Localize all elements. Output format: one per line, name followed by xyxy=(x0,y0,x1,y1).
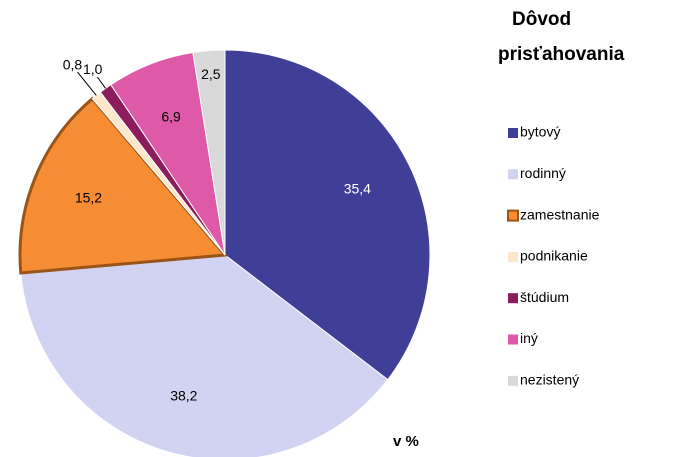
legend-label: štúdium xyxy=(520,289,569,305)
data-label: 15,2 xyxy=(75,190,102,206)
legend-swatch xyxy=(507,209,519,222)
legend-swatch xyxy=(508,251,518,262)
pie-slice xyxy=(224,49,431,381)
data-label: 1,0 xyxy=(83,61,103,77)
data-label: 38,2 xyxy=(170,387,197,403)
data-label: 6,9 xyxy=(161,108,181,124)
legend-label: podnikanie xyxy=(520,248,588,264)
pie-slice xyxy=(18,96,229,275)
legend-label: bytový xyxy=(520,124,560,140)
leader-line xyxy=(96,76,106,89)
legend-swatch xyxy=(508,169,518,180)
data-label: 2,5 xyxy=(201,66,221,82)
legend-label: rodinný xyxy=(520,165,566,181)
legend-label: zamestnanie xyxy=(520,206,600,222)
legend-label: iný xyxy=(520,330,538,346)
leader-line xyxy=(77,71,97,96)
legend-label: nezistený xyxy=(520,372,579,388)
legend-swatch xyxy=(508,293,518,304)
legend-title: prisťahovania xyxy=(498,44,625,65)
legend-swatch xyxy=(508,334,518,345)
pie-slice xyxy=(192,49,226,256)
data-label: 35,4 xyxy=(344,180,371,196)
pie-slice xyxy=(20,254,389,457)
legend-swatch xyxy=(508,128,518,138)
legend-title: Dôvod xyxy=(512,9,571,30)
data-label: 0,8 xyxy=(63,57,83,73)
legend-swatch xyxy=(508,375,518,386)
unit-note: v % xyxy=(393,433,419,450)
